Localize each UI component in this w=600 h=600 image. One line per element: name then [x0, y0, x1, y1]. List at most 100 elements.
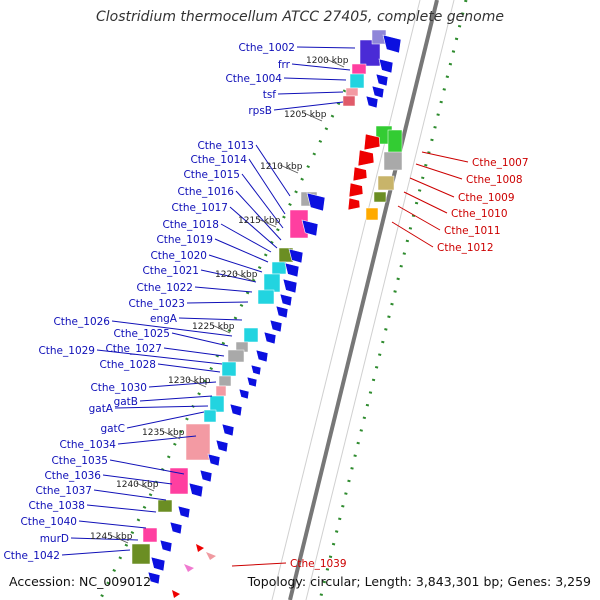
gene-label: Cthe_1002	[238, 42, 295, 54]
gene-arrow-plus	[147, 571, 161, 585]
gene-block	[377, 175, 395, 191]
scale-label: 1225 kbp	[192, 322, 235, 332]
gene-label: Cthe_1013	[197, 140, 254, 152]
gene-leader-line	[78, 520, 147, 529]
gene-arrow-plus	[221, 423, 235, 437]
gene-label: gatA	[89, 403, 114, 415]
gene-leader-line	[111, 320, 233, 337]
gene-arrow-plus	[246, 376, 258, 388]
gene-label: Cthe_1029	[38, 345, 95, 357]
gene-leader-line	[235, 190, 282, 241]
gene-leader-line	[178, 317, 243, 321]
gene-leader-line	[415, 163, 463, 180]
scale-label: 1245 kbp	[90, 532, 133, 542]
gene-leader-line	[126, 411, 205, 429]
gene-leader-line	[139, 395, 213, 402]
gene-leader-line	[255, 144, 291, 197]
gene-block	[169, 467, 189, 495]
scale-tick	[187, 378, 207, 388]
gene-label: Cthe_1030	[90, 382, 147, 394]
gene-leader-line	[171, 332, 229, 347]
gene-leader-line	[86, 504, 157, 513]
gene-arrow-plus	[279, 293, 293, 307]
gene-leader-line	[248, 158, 286, 215]
gene-label: Cthe_1027	[105, 343, 162, 355]
gene-label: Cthe_1038	[28, 500, 85, 512]
gene-arrow-minus	[206, 552, 216, 560]
gene-leader-line	[93, 489, 167, 501]
gene-label: Cthe_1022	[136, 282, 193, 294]
gene-arrow-plus	[177, 505, 191, 519]
gene-block	[218, 375, 232, 387]
gene-label: Cthe_1028	[99, 359, 156, 371]
scale-tick	[234, 272, 254, 282]
gene-label: Cthe_1004	[225, 73, 282, 85]
gene-arrow-minus	[352, 166, 368, 182]
gene-label: Cthe_1037	[35, 485, 92, 497]
gene-arrow-minus	[363, 133, 381, 151]
scale-label: 1200 kbp	[306, 56, 349, 66]
gene-label: engA	[150, 313, 178, 325]
gene-arrow-plus	[284, 262, 300, 278]
gene-arrow-plus	[159, 539, 173, 553]
gene-block	[345, 87, 359, 97]
gene-block	[365, 207, 379, 221]
gene-label: Cthe_1020	[150, 250, 207, 262]
gene-arrow-plus	[238, 388, 250, 400]
gene-leader-line	[220, 223, 272, 253]
gene-block	[257, 289, 275, 305]
gene-arrow-plus	[150, 556, 166, 572]
gene-label: murD	[40, 533, 69, 545]
strand-guide-right	[305, 0, 455, 600]
gene-arrow-plus	[375, 73, 389, 87]
gene-leader-line	[102, 474, 173, 485]
gene-label: Cthe_1007	[472, 157, 529, 169]
scale-tick	[211, 324, 231, 334]
gene-arrow-minus	[357, 149, 375, 167]
gene-arrow-plus	[288, 248, 304, 264]
gene-arrow-plus	[382, 34, 402, 54]
gene-block	[131, 543, 151, 565]
gene-arrow-plus	[306, 192, 326, 212]
gene-label: Cthe_1036	[44, 470, 101, 482]
gene-leader-line	[208, 254, 263, 273]
gene-block	[142, 527, 158, 543]
scale-tick	[109, 534, 129, 544]
gene-arrow-minus	[172, 590, 180, 598]
gene-block	[203, 409, 217, 423]
scale-label: 1210 kbp	[260, 162, 303, 172]
gene-leader-line	[109, 459, 185, 475]
map-title: Clostridium thermocellum ATCC 27405, com…	[96, 9, 504, 25]
gene-arrow-plus	[255, 349, 269, 363]
gene-arrow-plus	[371, 85, 385, 99]
gene-label: Cthe_1014	[190, 154, 247, 166]
outer-tick-ring	[318, 0, 468, 600]
gene-arrow-plus	[282, 278, 298, 294]
gene-leader-line	[163, 347, 225, 357]
gene-block	[351, 63, 367, 75]
gene-label: Cthe_1039	[290, 558, 347, 570]
gene-arrow-plus	[275, 305, 289, 319]
gene-leader-line	[186, 301, 249, 304]
gene-arrow-plus	[215, 439, 229, 453]
gene-label: Cthe_1009	[458, 192, 515, 204]
gene-block	[157, 499, 173, 513]
gene-arrow-plus	[229, 403, 243, 417]
gene-label: Cthe_1026	[53, 316, 110, 328]
gene-leader-line	[117, 435, 197, 445]
gene-leader-line	[291, 63, 351, 71]
scale-label: 1235 kbp	[142, 428, 185, 438]
gene-arrow-plus	[169, 521, 183, 535]
gene-leader-line	[229, 206, 278, 249]
scale-tick	[325, 58, 345, 68]
scale-label: 1220 kbp	[215, 270, 258, 280]
gene-leader-line	[157, 363, 221, 373]
gene-label: frr	[278, 59, 291, 71]
gene-arrow-plus	[250, 364, 262, 376]
gene-leader-line	[273, 101, 344, 111]
gene-label: Cthe_1018	[162, 219, 219, 231]
gene-leader-line	[200, 269, 257, 283]
gene-block	[383, 151, 403, 171]
gene-label: Cthe_1040	[20, 516, 77, 528]
topology-text: Topology: circular; Length: 3,843,301 bp…	[247, 574, 591, 589]
